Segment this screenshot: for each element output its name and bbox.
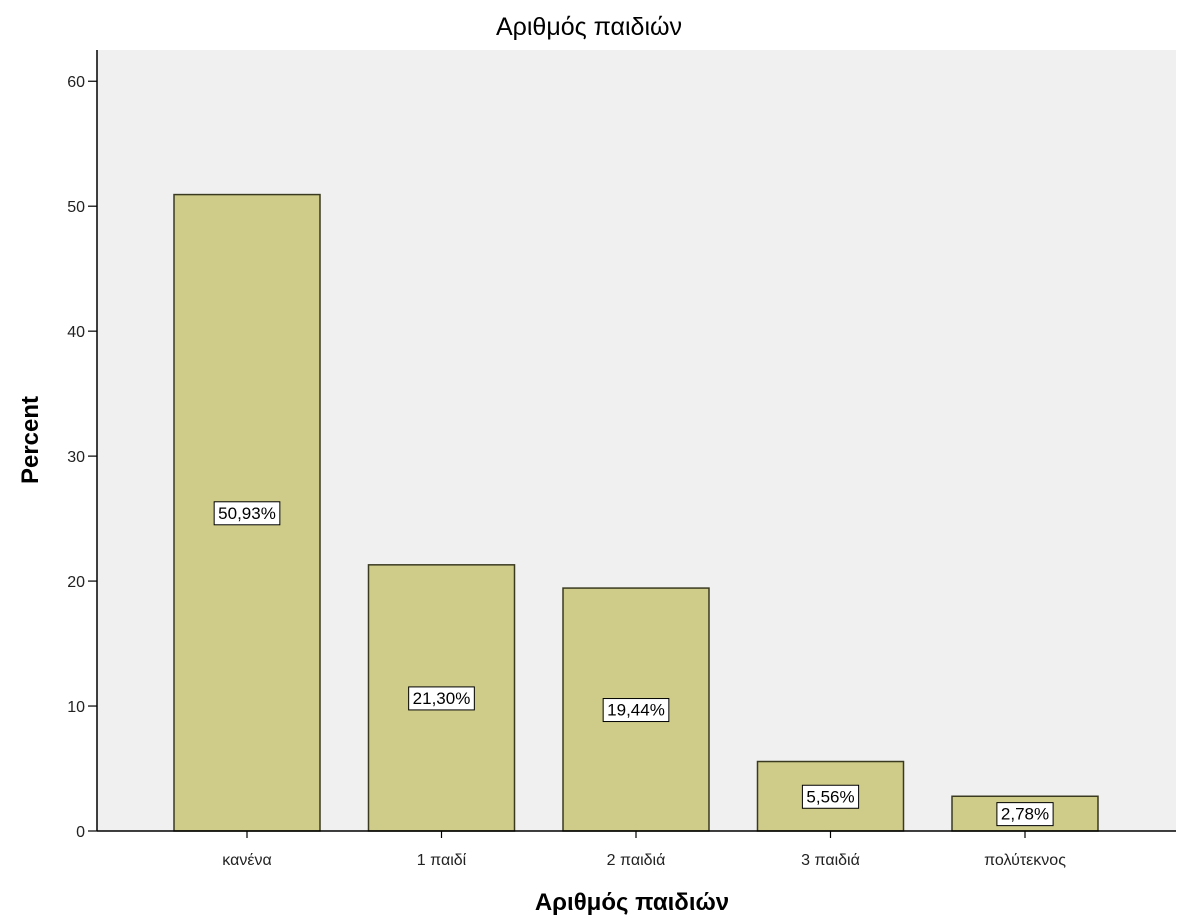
data-label-text: 19,44% [607,701,665,720]
x-axis-title: Αριθμός παιδιών [535,889,729,916]
y-ticks-layer: 0 10 20 30 40 50 60 [67,74,97,841]
data-label: 5,56% [801,784,860,809]
y-axis-title: Percent [17,396,44,484]
data-label: 21,30% [408,686,475,711]
x-ticks-layer: κανένα 1 παιδί 2 παιδιά 3 παιδιά πολύτεκνος [222,831,1066,869]
data-label: 50,93% [213,501,281,526]
data-label-text: 5,56% [806,787,854,806]
x-tick-label: 1 παιδί [417,852,467,869]
data-label-box [408,686,475,711]
y-tick-label: 20 [67,574,85,591]
x-tick-label: πολύτεκνος [984,852,1066,869]
y-tick-label: 10 [67,699,85,716]
y-tick-label: 30 [67,449,85,466]
data-label: 19,44% [602,698,670,723]
y-tick-label: 0 [76,824,85,841]
data-label-box [213,501,281,526]
data-label-box [602,698,670,723]
y-tick-label: 60 [67,74,85,91]
x-tick-label: 2 παιδιά [607,852,666,869]
data-label-text: 50,93% [218,504,276,523]
data-labels-layer: 50,93% 21,30% 19,44% 5,56% 2,78% [213,501,1054,827]
data-label-text: 21,30% [413,689,471,708]
data-label-text: 2,78% [1001,805,1049,824]
x-tick-label: 3 παιδιά [801,852,860,869]
y-tick-label: 50 [67,199,85,216]
data-label-box [801,784,860,809]
data-label-box [996,802,1054,827]
x-tick-label: κανένα [222,852,271,869]
y-tick-label: 40 [67,324,85,341]
chart-title: Αριθμός παιδιών [496,13,682,41]
data-label: 2,78% [996,802,1054,827]
